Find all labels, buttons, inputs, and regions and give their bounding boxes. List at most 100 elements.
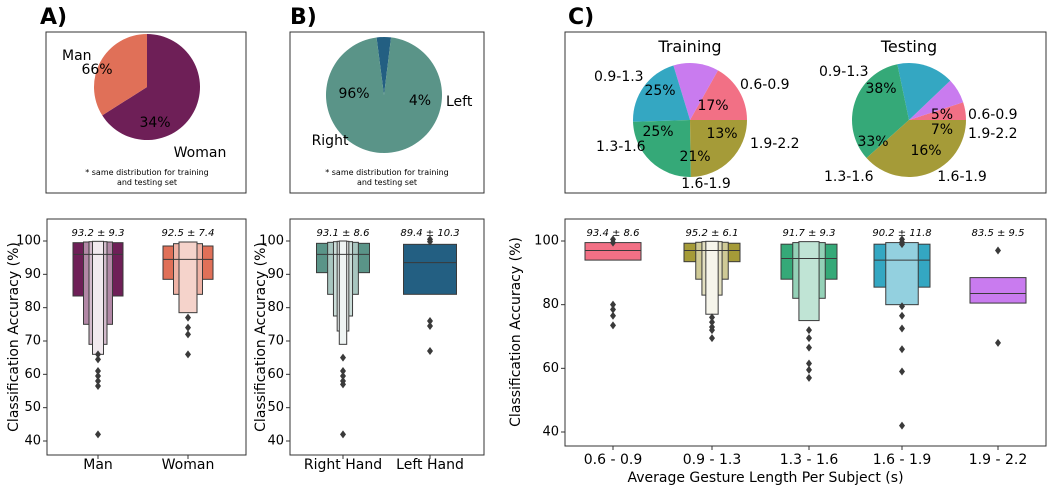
boxen-hand-left-hand-box-level-1 [403, 243, 457, 295]
boxen-hand-right-hand-outlier [340, 367, 346, 375]
boxen-length-1-6-1-9-outlier [899, 302, 905, 311]
boxen-length-stat-0-9-1-3: 95.2 ± 6.1 [686, 228, 739, 239]
pie-testing: 5% 0.6-0.9 7% 1.9-2.2 16% 1.6-1.9 33% 1.3-1.6 38… [819, 37, 1018, 185]
pie-testing-slice-0-9-1-3 [866, 120, 966, 178]
boxen-gender-ytick-80: 80 [24, 300, 41, 315]
pie-training-title: Training [657, 37, 721, 56]
boxen-hand-left-hand-outlier [427, 237, 433, 246]
pie-training-slice-1-6-1-9 [633, 65, 690, 122]
boxen-length-0-6-0-9-outlier [610, 305, 616, 314]
boxen-length-ytick-60: 60 [542, 361, 559, 376]
boxen-length-1-3-1-6-outlier [806, 343, 812, 352]
boxen-hand-right-hand-outlier [340, 430, 346, 439]
boxen-gender-man-outlier [95, 372, 101, 380]
pie-testing-pct-0-9-1-3: 38% [865, 81, 896, 97]
boxen-gender-woman-outlier [185, 323, 191, 332]
boxen-gender-frame [46, 218, 247, 456]
boxen-hand-xtick-right-hand: Right Hand [304, 457, 382, 473]
boxen-length-1-6-1-9-outlier [899, 311, 905, 320]
boxen-length-xtick-0-9-1-3: 0.9 - 1.3 [683, 452, 741, 468]
boxen-hand-xtick-left-hand: Left Hand [396, 457, 464, 473]
pie-hand-slice-left [376, 36, 392, 95]
pie-testing-slice-1-3-1-6 [851, 64, 909, 159]
pie-testing-label-0-9-1-3: 0.9-1.3 [819, 64, 869, 80]
panel-c-letter: C) [568, 5, 594, 30]
boxen-length: 40 60 80 100 Classification Accuracy (%) Aver… [508, 218, 1047, 486]
note-hand-line2: and testing set [357, 178, 417, 187]
boxen-length-0-6-0-9-outlier [610, 311, 616, 320]
boxen-gender-man-box-level-4 [92, 240, 104, 355]
boxen-length-0-6-0-9-outlier [610, 321, 616, 330]
boxen-gender-ytick-40: 40 [24, 434, 41, 449]
pie-hand-label-left: Left [446, 94, 473, 110]
boxen-length-0-9-1-3-outlier [709, 313, 715, 322]
note-gender-line2: and testing set [117, 178, 177, 187]
pie-training-pct-1-9-2-2: 13% [706, 126, 737, 142]
pie-testing-label-0-6-0-9: 0.6-0.9 [968, 107, 1018, 123]
boxen-hand-frame [289, 218, 485, 456]
boxen-gender-ylabel: Classification Accuracy (%) [6, 242, 22, 432]
boxen-hand-left-hand-outlier [427, 347, 433, 355]
boxen-gender-man-outlier [95, 430, 101, 439]
boxen-length-1-3-1-6-outlier [806, 373, 812, 382]
boxen-length-ylabel: Classification Accuracy (%) [508, 237, 524, 427]
pie-testing-pct-1-9-2-2: 7% [931, 122, 953, 138]
pie-gender-pct-woman: 34% [139, 115, 170, 131]
note-gender-line1: * same distribution for training [85, 168, 209, 177]
boxen-hand-left-hand-outlier [427, 317, 433, 325]
pie-training-pct-0-9-1-3: 25% [644, 83, 675, 99]
pie-training-pct-1-3-1-6: 25% [642, 124, 673, 140]
boxen-gender-ytick-70: 70 [24, 334, 41, 349]
pie-training-pct-1-6-1-9: 21% [679, 149, 710, 165]
boxen-length-1-3-1-6-box-level-3 [798, 241, 820, 322]
boxen-length-0-6-0-9-outlier [610, 300, 616, 309]
boxen-gender-woman-outlier [185, 330, 191, 339]
boxen-length-1-6-1-9-outlier [899, 324, 905, 333]
boxen-gender-man-outlier [95, 350, 101, 359]
pie-training-label-0-9-1-3: 0.9-1.3 [594, 69, 644, 85]
boxen-length-0-9-1-3-outlier [709, 326, 715, 335]
boxen-length-0-9-1-3-outlier [709, 334, 715, 343]
pie-gender-slice-woman [93, 34, 147, 116]
boxen-gender-stat-man: 93.2 ± 9.3 [72, 228, 125, 239]
boxen-length-xtick-1-9-2-2: 1.9 - 2.2 [969, 452, 1027, 468]
pie-testing-label-1-6-1-9: 1.6-1.9 [937, 169, 987, 185]
boxen-hand-stat-right-hand: 93.1 ± 8.6 [317, 228, 370, 239]
pie-training-label-1-6-1-9: 1.6-1.9 [681, 176, 731, 192]
pie-gender-pct-man: 66% [81, 62, 112, 78]
boxen-length-stat-1-6-1-9: 90.2 ± 11.8 [872, 228, 931, 239]
boxen-length-xtick-0-6-0-9: 0.6 - 0.9 [584, 452, 642, 468]
boxen-gender-man-outlier [95, 367, 101, 375]
pie-testing-pct-0-6-0-9: 5% [931, 107, 953, 123]
pie-gender-slice-man [102, 34, 200, 140]
boxen-hand-right-hand-box-level-5 [338, 240, 348, 345]
pie-testing-label-1-9-2-2: 1.9-2.2 [968, 126, 1018, 142]
boxen-length-1-6-1-9-outlier [899, 421, 905, 430]
pie-hand: 4% Left 96% Right [312, 36, 473, 153]
boxen-length-ytick-40: 40 [542, 425, 559, 440]
pie-hand-pct-left: 4% [409, 93, 431, 109]
boxen-length-0-9-1-3-box-level-4 [705, 240, 719, 315]
boxen-gender-xtick-man: Man [83, 457, 113, 473]
pie-gender: 66%Man 34%Woman [62, 34, 226, 161]
boxen-gender-ytick-90: 90 [24, 267, 41, 282]
boxen-hand-ytick-70: 70 [267, 334, 284, 349]
boxen-hand-ytick-60: 60 [267, 367, 284, 382]
pie-hand-slice-right [325, 37, 442, 153]
pie-testing-pct-1-6-1-9: 16% [910, 143, 941, 159]
boxen-hand-right-hand-outlier [340, 380, 346, 389]
boxen-gender-man-outlier [95, 355, 101, 364]
pie-training-slice-1-9-2-2 [673, 62, 718, 120]
boxen-gender-xtick-woman: Woman [162, 457, 215, 473]
boxen-hand-right-hand-outlier [340, 372, 346, 380]
boxen-length-1-3-1-6-outlier [806, 359, 812, 368]
boxen-gender-woman-box-level-3 [178, 241, 198, 314]
pie-training-label-0-6-0-9: 0.6-0.9 [740, 77, 790, 93]
boxen-hand-left-hand-outlier [427, 322, 433, 330]
boxen-gender-woman-outlier [185, 350, 191, 359]
pie-length-frame [564, 31, 1047, 194]
pie-training-pct-0-6-0-9: 17% [697, 98, 728, 114]
boxen-hand-ytick-40: 40 [267, 434, 284, 449]
